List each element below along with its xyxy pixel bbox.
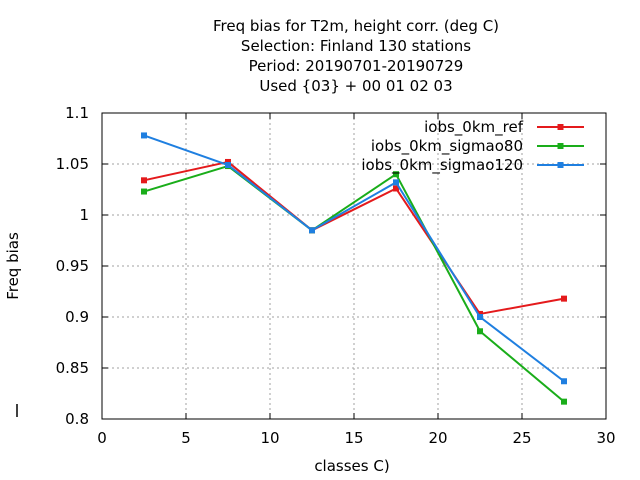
data-point — [225, 162, 231, 169]
axis-ticks — [101, 112, 607, 420]
x-tick-label: 10 — [260, 429, 279, 447]
y-tick-label: 0.95 — [56, 257, 89, 275]
y-tick-label: 0.85 — [56, 359, 89, 377]
legend-swatch-marker — [557, 143, 564, 149]
data-point — [141, 177, 147, 184]
y-tick-label: 0.9 — [65, 308, 89, 326]
data-point — [393, 179, 399, 186]
title-line-1: Freq bias for T2m, height corr. (deg C) — [213, 17, 499, 35]
data-point — [477, 310, 483, 317]
data-point — [561, 378, 567, 385]
data-point — [477, 314, 483, 320]
series-line — [143, 134, 565, 383]
title-line-4: Used {03} + 00 01 02 03 — [259, 77, 452, 95]
series-line — [143, 165, 565, 403]
data-point — [393, 185, 399, 192]
legend-item: iobs_0km_ref — [424, 118, 584, 137]
legend-item: iobs_0km_sigmao120 — [361, 156, 584, 175]
data-point — [477, 328, 483, 335]
y-tick-labels: 0.8 0.85 0.9 0.95 1 1.05 1.1 — [56, 104, 89, 428]
legend-label: iobs_0km_sigmao80 — [371, 137, 523, 156]
x-tick-label: 15 — [344, 429, 363, 447]
chart-title: Freq bias for T2m, height corr. (deg C) S… — [213, 17, 499, 95]
x-tick-label: 5 — [181, 429, 191, 447]
legend-label: iobs_0km_sigmao120 — [361, 156, 523, 175]
title-line-2: Selection: Finland 130 stations — [241, 37, 471, 55]
data-point — [141, 188, 147, 195]
data-point — [309, 227, 315, 234]
x-tick-label: 0 — [97, 429, 107, 447]
title-line-3: Period: 20190701-20190729 — [249, 57, 464, 75]
legend-swatch-marker — [557, 162, 564, 168]
y-tick-label: 0.8 — [65, 410, 89, 428]
data-point — [561, 398, 567, 405]
y-tick-label: 1.05 — [56, 155, 89, 173]
data-point — [225, 158, 231, 165]
x-axis-label: classes C) — [314, 457, 389, 475]
data-point — [561, 295, 567, 302]
grid-lines — [102, 113, 606, 419]
x-tick-label: 30 — [596, 429, 615, 447]
data-point — [393, 171, 399, 178]
series-lines — [141, 132, 567, 405]
x-tick-label: 25 — [512, 429, 531, 447]
y-tick-label: 1 — [79, 206, 89, 224]
legend-label: iobs_0km_ref — [424, 118, 524, 137]
legend-item: iobs_0km_sigmao80 — [371, 137, 584, 156]
data-point — [141, 132, 147, 139]
legend-swatch-marker — [557, 124, 564, 130]
legend: iobs_0km_refiobs_0km_sigmao80iobs_0km_si… — [361, 118, 584, 175]
x-tick-label: 20 — [428, 429, 447, 447]
x-tick-labels: 0 5 10 15 20 25 30 — [97, 429, 615, 447]
series-iobs_0km_sigmao120 — [141, 132, 567, 385]
y-tick-label: 1.1 — [65, 104, 89, 122]
series-line — [143, 160, 565, 315]
y-axis-label: Freq bias — [4, 232, 22, 300]
